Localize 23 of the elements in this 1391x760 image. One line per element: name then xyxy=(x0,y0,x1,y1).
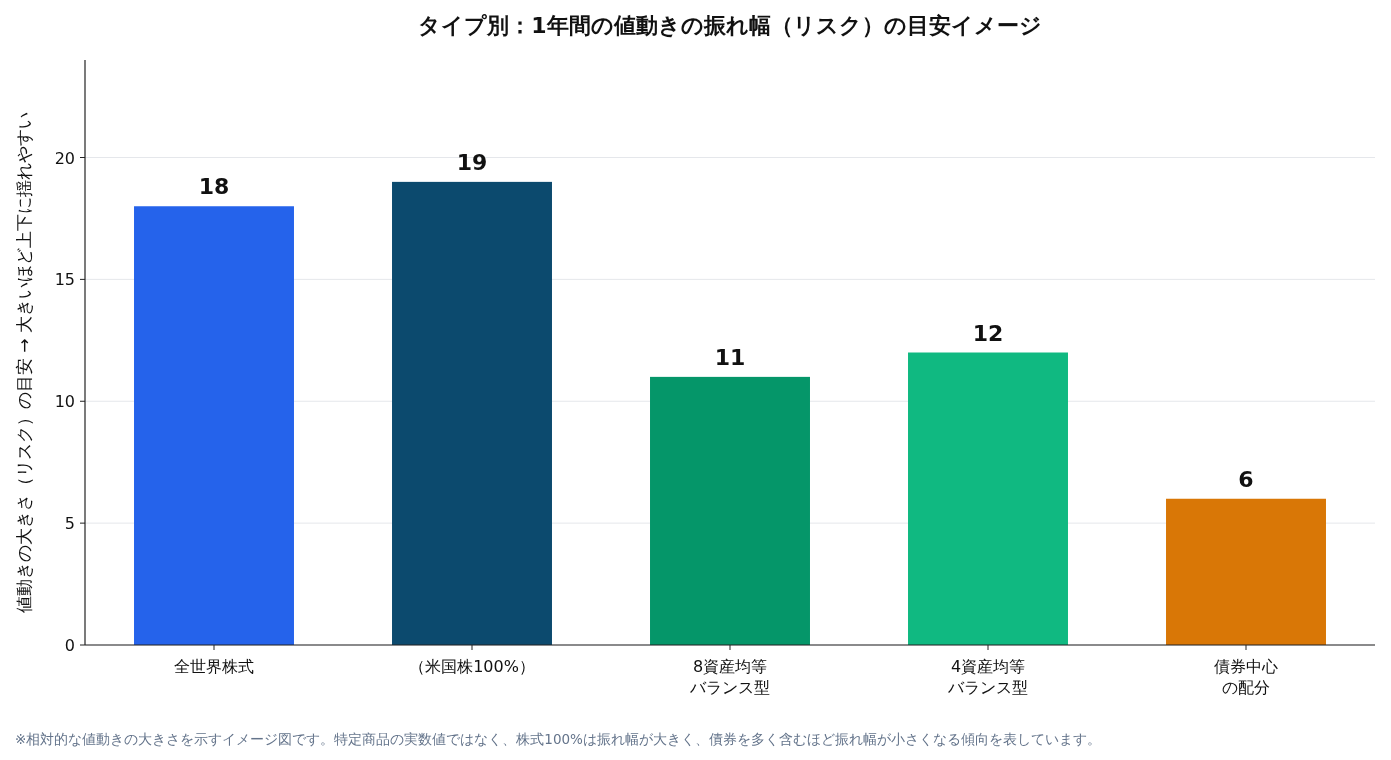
y-tick-label: 15 xyxy=(54,270,75,290)
x-tick-label: 全世界株式 xyxy=(174,657,254,676)
y-tick-label: 20 xyxy=(54,148,75,168)
bar xyxy=(650,376,810,645)
data-label: 12 xyxy=(972,320,1004,346)
data-label: 11 xyxy=(714,344,746,370)
chart-title: タイプ別：1年間の値動きの振れ幅（リスク）の目安イメージ xyxy=(418,13,1042,38)
bar xyxy=(392,181,552,645)
data-label: 18 xyxy=(198,174,230,200)
y-tick-label: 0 xyxy=(64,636,75,655)
y-tick-label: 10 xyxy=(54,392,75,412)
data-label: 6 xyxy=(1238,466,1254,492)
data-label: 19 xyxy=(456,149,488,175)
bar xyxy=(134,206,294,645)
text: ※相対的な値動きの大きさを示すイメージ図です。特定商品の実数値ではなく、株式100%は振れ幅が大きく、債券を多く含むほど振れ幅が小さくなる傾向を表しています。 xyxy=(15,731,1101,747)
bar xyxy=(908,352,1068,645)
bar xyxy=(1166,498,1326,645)
x-tick-label: 債券中心の配分 xyxy=(1214,657,1278,697)
x-tick-label: 4資産均等バランス型 xyxy=(947,657,1028,697)
y-tick-label: 5 xyxy=(64,514,75,534)
x-tick-label: 8資産均等バランス型 xyxy=(689,657,770,697)
x-tick-label: （米国株100%） xyxy=(409,657,535,676)
y-axis-title: 値動きの大きさ（リスク）の目安 → 大きいほど上下に揺れやすい xyxy=(14,111,34,614)
